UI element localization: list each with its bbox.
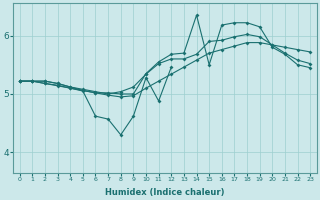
X-axis label: Humidex (Indice chaleur): Humidex (Indice chaleur): [105, 188, 225, 197]
